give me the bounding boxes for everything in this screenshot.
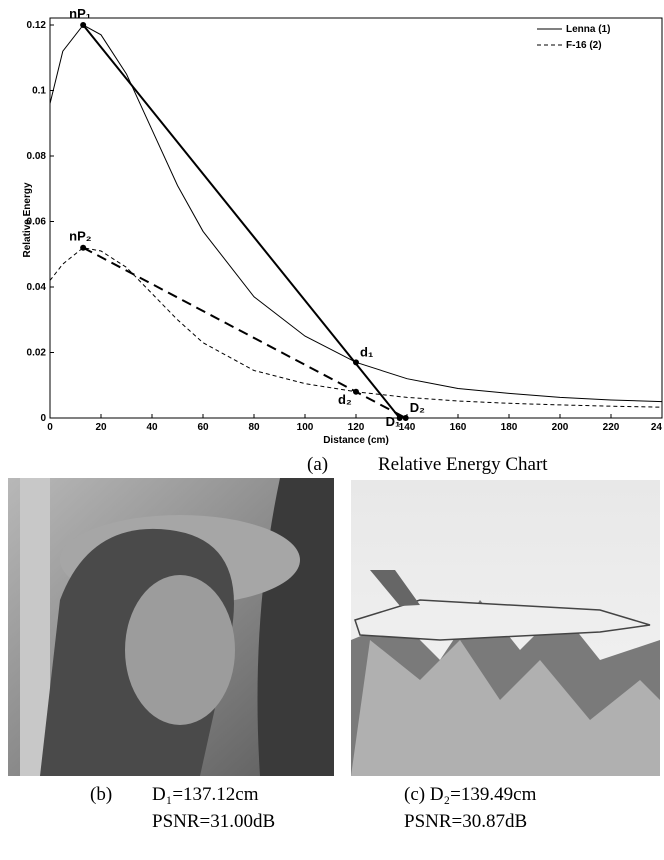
caption-label: (a) [307,454,328,475]
point-label: nP₁ [69,6,91,21]
caption-label: (b) [90,784,112,805]
caption-text: PSNR=30.87dB [404,811,527,832]
x-tick-label: 180 [501,422,518,433]
caption-text: Relative Energy Chart [378,454,548,475]
x-tick-label: 24 [651,422,663,433]
image-detail [125,575,235,725]
legend-label: Lenna (1) [566,24,610,35]
chart: Distance (cm) Relative Energy 00.020.040… [22,6,662,446]
point-label: D₂ [410,400,425,415]
point-label: d₂ [338,392,352,407]
legend-label: F-16 (2) [566,40,602,51]
marked-point [80,22,86,28]
x-tick-label: 220 [603,422,620,433]
x-tick-label: 100 [297,422,314,433]
x-tick-label: 120 [348,422,365,433]
f16-image [351,480,660,776]
x-tick-label: 60 [197,422,209,433]
y-tick-label: 0.06 [27,217,47,228]
lenna-image [8,478,334,776]
x-tick-label: 200 [552,422,569,433]
marked-point [353,359,359,365]
x-tick-label: 20 [95,422,107,433]
page: Distance (cm) Relative Energy 00.020.040… [0,0,664,860]
y-tick-label: 0.12 [27,20,47,31]
connector-line [83,25,400,418]
y-tick-label: 0.1 [32,86,46,97]
plot-frame [50,18,662,418]
x-tick-label: 80 [248,422,260,433]
caption-text: (c) D₂=139.49cm [404,784,537,805]
point-label: nP₂ [69,229,92,244]
point-label: D₁ [386,414,401,429]
y-tick-label: 0.08 [27,151,47,162]
series-line [50,248,662,408]
figure: Distance (cm) Relative Energy 00.020.040… [0,0,664,860]
x-tick-label: 40 [146,422,158,433]
x-tick-label: 140 [399,422,416,433]
x-tick-label: 0 [47,422,53,433]
marked-point [403,415,409,421]
marked-point [80,245,86,251]
marked-point [353,389,359,395]
y-tick-label: 0.04 [27,282,47,293]
point-label: d₁ [360,344,373,359]
series-line [50,25,662,402]
x-axis-label: Distance (cm) [323,435,389,446]
caption-text: PSNR=31.00dB [152,811,275,832]
caption-text: D₁=137.12cm [152,784,259,805]
y-tick-label: 0 [40,413,46,424]
x-tick-label: 160 [450,422,467,433]
y-tick-label: 0.02 [27,348,47,359]
